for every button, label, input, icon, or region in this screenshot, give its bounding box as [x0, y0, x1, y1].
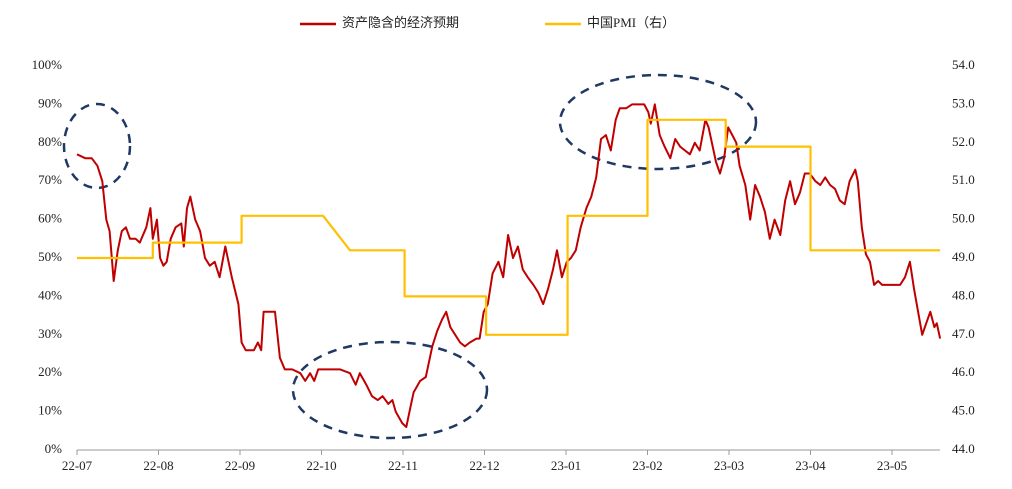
y2-tick-label: 50.0	[952, 211, 975, 226]
x-tick-label: 23-02	[632, 458, 662, 473]
x-tick-label: 23-01	[551, 458, 581, 473]
y-tick-label: 70%	[38, 172, 62, 187]
series-line	[77, 118, 941, 336]
annotation-ellipse	[291, 340, 489, 440]
y2-tick-label: 48.0	[952, 287, 975, 302]
x-tick-label: 22-10	[306, 458, 336, 473]
y2-tick-label: 47.0	[952, 326, 975, 341]
legend-label: 资产隐含的经济预期	[342, 15, 459, 30]
x-tick-label: 22-07	[62, 458, 93, 473]
y-tick-label: 20%	[38, 364, 62, 379]
legend-label: 中国PMI（右）	[587, 15, 675, 30]
y-tick-label: 100%	[32, 57, 63, 72]
y-tick-label: 50%	[38, 249, 62, 264]
x-tick-label: 23-05	[877, 458, 907, 473]
x-tick-label: 23-04	[795, 458, 826, 473]
y2-tick-label: 54.0	[952, 57, 975, 72]
annotation-ellipse	[62, 102, 132, 190]
y-tick-label: 40%	[38, 287, 62, 302]
y-tick-label: 60%	[38, 211, 62, 226]
y-tick-label: 80%	[38, 134, 62, 149]
y-tick-label: 90%	[38, 95, 62, 110]
series-line	[76, 103, 942, 428]
y-tick-label: 30%	[38, 326, 62, 341]
x-tick-label: 22-09	[225, 458, 255, 473]
x-tick-label: 22-08	[143, 458, 173, 473]
x-tick-label: 22-11	[388, 458, 418, 473]
x-tick-label: 23-03	[714, 458, 744, 473]
y2-tick-label: 51.0	[952, 172, 975, 187]
y2-tick-label: 49.0	[952, 249, 975, 264]
y-tick-label: 10%	[38, 403, 62, 418]
y2-tick-label: 53.0	[952, 95, 975, 110]
y2-tick-label: 46.0	[952, 364, 975, 379]
annotation-ellipse	[558, 73, 758, 171]
y2-tick-label: 52.0	[952, 134, 975, 149]
y2-tick-label: 44.0	[952, 441, 975, 456]
x-tick-label: 22-12	[469, 458, 499, 473]
y-tick-label: 0%	[45, 441, 63, 456]
y2-tick-label: 45.0	[952, 403, 975, 418]
